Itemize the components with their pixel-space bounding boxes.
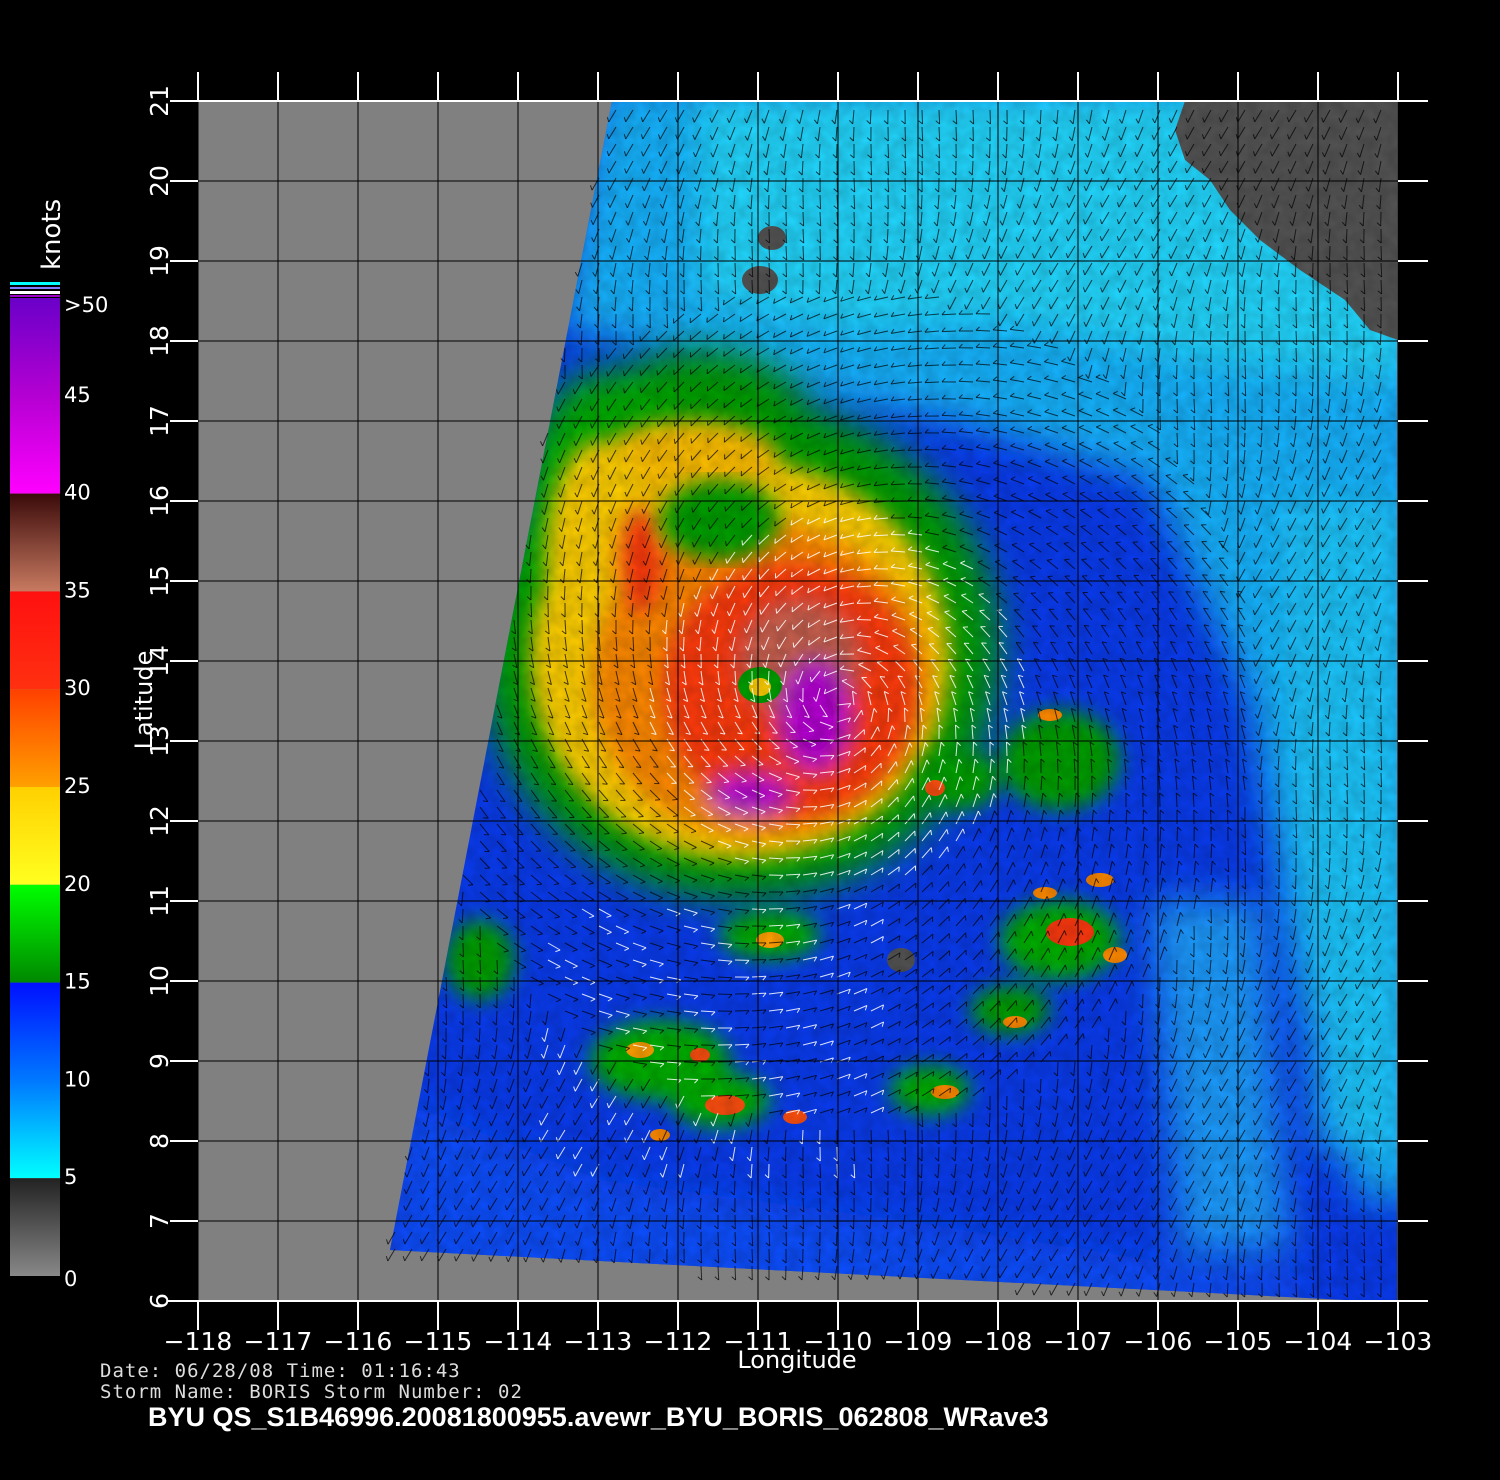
storm-name-line: Storm Name: BORIS Storm Number: 02 (100, 1381, 523, 1403)
colorbar-label: >50 (64, 293, 108, 317)
x-tick-label: −112 (644, 1327, 713, 1356)
y-tick-label: 7 (145, 1213, 174, 1229)
x-tick-label: −115 (404, 1327, 473, 1356)
colorbar-unit: knots (37, 199, 67, 270)
x-tick-label: −114 (484, 1327, 553, 1356)
colorbar-label: 30 (64, 676, 91, 700)
colorbar-label: 0 (64, 1267, 77, 1291)
x-tick-label: −105 (1204, 1327, 1273, 1356)
x-axis-title: Longitude (737, 1346, 856, 1374)
y-tick-label: 14 (145, 645, 174, 677)
y-tick-label: 18 (145, 325, 174, 357)
x-tick-label: −104 (1284, 1327, 1353, 1356)
colorbar-label: 5 (64, 1165, 77, 1189)
y-axis-title: Latitude (130, 651, 158, 750)
colorbar-label: 25 (64, 774, 91, 798)
x-tick-label: −110 (804, 1327, 873, 1356)
y-tick-label: 19 (145, 245, 174, 277)
colorbar-segment (10, 591, 60, 690)
y-tick-label: 20 (145, 165, 174, 197)
colorbar-label: 15 (64, 970, 91, 994)
colorbar-label: 35 (64, 578, 91, 602)
y-tick-label: 8 (145, 1133, 174, 1149)
x-tick-label: −118 (164, 1327, 233, 1356)
x-tick-label: −116 (324, 1327, 393, 1356)
colorbar-segment (10, 787, 60, 885)
colorbar-segment (10, 493, 60, 592)
y-tick-label: 17 (145, 405, 174, 437)
x-tick-label: −108 (964, 1327, 1033, 1356)
x-tick-labels: −118 −117 −116 −115 −114 −113 −112 −111 −110 −109… (164, 1327, 1433, 1356)
y-tick-label: 12 (145, 805, 174, 837)
y-tick-labels: 6 7 8 9 10 11 12 13 14 15 16 17 18 19 20 21 (145, 85, 174, 1309)
x-tick-label: −107 (1044, 1327, 1113, 1356)
y-tick-label: 16 (145, 485, 174, 517)
y-tick-label: 9 (145, 1053, 174, 1069)
colorbar-segment (10, 884, 60, 983)
x-tick-label: −109 (884, 1327, 953, 1356)
x-tick-label: −113 (564, 1327, 633, 1356)
y-tick-label: 13 (145, 725, 174, 757)
y-tick-label: 21 (145, 85, 174, 117)
colorbar-label: 10 (64, 1067, 91, 1091)
plot-axes (168, 72, 1428, 1330)
y-tick-label: 10 (145, 965, 174, 997)
colorbar: knots >50 45 40 35 30 25 20 15 10 5 0 (10, 199, 108, 1291)
x-tick-label: −111 (724, 1327, 793, 1356)
colorbar-segment (10, 982, 60, 1179)
date-time-line: Date: 06/28/08 Time: 01:16:43 (100, 1360, 461, 1382)
x-tick-label: −103 (1364, 1327, 1433, 1356)
colorbar-label: 40 (64, 481, 91, 505)
colorbar-label: 45 (64, 383, 91, 407)
colorbar-segment (10, 689, 60, 787)
colorbar-segment (10, 1178, 60, 1276)
x-tick-label: −106 (1124, 1327, 1193, 1356)
colorbar-label: 20 (64, 872, 91, 896)
scatterometer-swath (390, 101, 1397, 1300)
y-tick-label: 15 (145, 565, 174, 597)
y-tick-label: 6 (145, 1293, 174, 1309)
x-tick-label: −117 (244, 1327, 313, 1356)
colorbar-segment (10, 298, 60, 494)
product-filename: BYU QS_S1B46996.20081800955.avewr_BYU_BO… (148, 1402, 1049, 1432)
y-tick-label: 11 (145, 885, 174, 917)
